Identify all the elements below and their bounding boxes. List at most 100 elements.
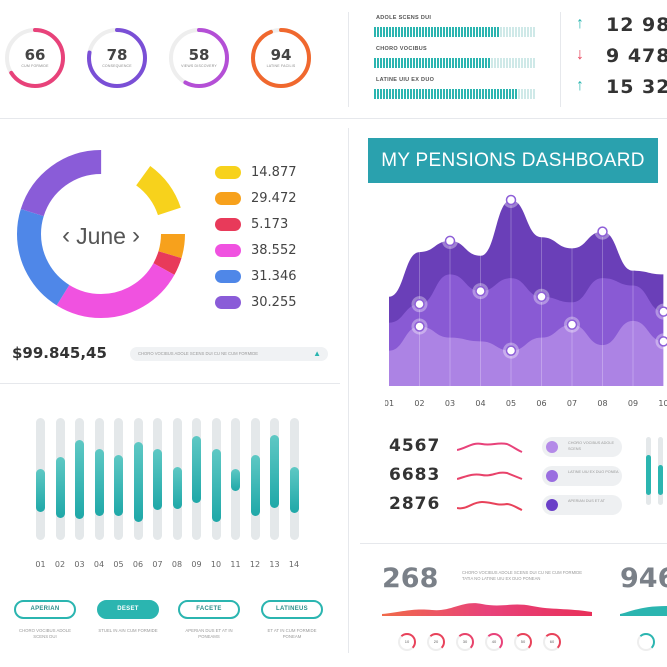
divider <box>348 128 349 653</box>
progress-label: ADOLE SCENS DUI <box>376 15 432 21</box>
area-x-tick: 04 <box>475 399 485 408</box>
metric-dot <box>546 499 558 511</box>
button-caption: ET AT IN CUM FORMIDE PONEAM <box>267 628 317 639</box>
bar-x-tick: 07 <box>152 560 163 569</box>
mini-ring <box>637 633 655 651</box>
area-x-tick: 06 <box>536 399 546 408</box>
mini-ring: 40 <box>485 633 503 651</box>
area-x-tick: 09 <box>628 399 638 408</box>
sparkline <box>457 471 523 480</box>
mini-bars <box>643 437 667 507</box>
progress-bar <box>374 27 535 37</box>
mini-ring: 60 <box>543 633 561 651</box>
bar-x-tick: 10 <box>210 560 222 569</box>
gauge-label: CUM FORMIDE <box>21 64 49 68</box>
bar <box>94 448 104 516</box>
chevron-right-icon[interactable]: › <box>131 222 140 249</box>
mini-ring-value: 50 <box>520 639 526 644</box>
area-x-tick: 10 <box>658 399 667 408</box>
gauge: 78 CONSEQUENCE <box>85 26 149 90</box>
bar-x-tick: 05 <box>113 560 124 569</box>
gauge-value: 66 <box>24 46 46 64</box>
area-point <box>658 306 667 317</box>
area-x-tick: 01 <box>385 399 394 408</box>
donut-slice <box>17 150 185 318</box>
legend-item: 14.877 <box>215 164 297 180</box>
divider <box>360 543 667 544</box>
bar <box>289 466 299 514</box>
donut-center <box>45 178 157 290</box>
legend-swatch <box>215 295 241 309</box>
legend-item: 29.472 <box>215 190 297 206</box>
total-amount: $99.845,45 <box>12 344 107 362</box>
area-x-tick: 03 <box>445 399 455 408</box>
bar <box>211 448 221 522</box>
facete-button[interactable]: FACETE <box>178 600 240 619</box>
mini-ring-value: 30 <box>462 639 468 644</box>
area-point <box>597 226 608 237</box>
mini-ring: 30 <box>456 633 474 651</box>
legend-value: 31.346 <box>251 268 297 284</box>
legend-value: 30.255 <box>251 294 297 310</box>
gauge: 58 VIEWS DISCOVERY <box>167 26 231 90</box>
wave-chart-right <box>620 606 667 616</box>
aperian-button[interactable]: APERIAN <box>14 600 76 619</box>
bar-x-tick: 11 <box>230 560 241 569</box>
mini-ring-value: 40 <box>491 639 497 644</box>
chevron-left-icon[interactable]: ‹ <box>62 222 71 249</box>
button-caption: CHORO VOCIBUS ADOLE SCENS DUI <box>18 628 72 639</box>
mini-ring-value: 20 <box>433 639 439 644</box>
gauge-value: 58 <box>188 46 210 64</box>
bar-x-tick: 01 <box>35 560 46 569</box>
area-point <box>475 285 486 297</box>
legend-swatch <box>215 191 241 205</box>
latineus-button[interactable]: LATINEUS <box>261 600 323 619</box>
month-selector[interactable]: ‹ June › <box>48 222 154 250</box>
metric-dot <box>546 441 558 453</box>
area-chart: 01 02 03 04 05 06 07 08 09 10 <box>385 190 667 408</box>
bar <box>153 448 162 510</box>
progress-bar <box>374 89 535 99</box>
donut-slice <box>17 150 185 318</box>
caret-up-icon: ▲ <box>313 349 321 358</box>
figure-268: 268 <box>382 563 439 594</box>
area-point <box>444 235 456 247</box>
arrow-down-icon: ↓ <box>576 46 584 63</box>
area-x-tick: 02 <box>414 399 424 408</box>
divider <box>560 12 561 107</box>
area-x-tick: 07 <box>567 399 577 408</box>
bar-x-tick: 03 <box>74 560 85 569</box>
wave-chart <box>382 603 592 616</box>
area-point <box>505 345 517 356</box>
arrow-up-icon: ↑ <box>576 15 584 32</box>
mini-ring-value: 10 <box>404 639 410 644</box>
deset-button[interactable]: DESET <box>97 600 159 619</box>
area-x-tick: 08 <box>597 399 607 408</box>
bar-x-tick: 09 <box>191 560 202 569</box>
metric-value: 2876 <box>389 494 441 514</box>
gauge-label: LATINE FACILIS <box>266 64 296 68</box>
legend-item: 31.346 <box>215 268 297 284</box>
progress-bar <box>374 58 535 68</box>
bar <box>250 454 260 516</box>
bar-x-tick: 02 <box>54 560 66 569</box>
sparkline-path <box>457 471 523 480</box>
metric-value: 4567 <box>389 436 441 456</box>
donut-slice <box>17 150 185 318</box>
metric-pill-text: APERIAN DUS ET AT <box>568 499 605 503</box>
donut-chart <box>17 150 185 318</box>
sparkline-path <box>457 442 523 453</box>
bar <box>192 436 201 504</box>
bar <box>231 469 240 492</box>
stat-value: 12 983 <box>606 14 667 36</box>
sparkline <box>457 500 523 511</box>
sparkline <box>457 442 523 453</box>
legend-item: 5.173 <box>215 216 288 232</box>
month-label: June <box>76 222 126 249</box>
mini-ring-value: 60 <box>549 639 555 644</box>
metric-value: 6683 <box>389 465 441 485</box>
divider <box>0 383 340 384</box>
metric-pill-text: LATINE UIU EX DUO PONEA <box>568 470 619 474</box>
progress-label: LATINE UIU EX DUO <box>376 77 435 83</box>
metric-pill-text: CHORO VOCIBUS ADOLE SCENS <box>568 441 614 451</box>
